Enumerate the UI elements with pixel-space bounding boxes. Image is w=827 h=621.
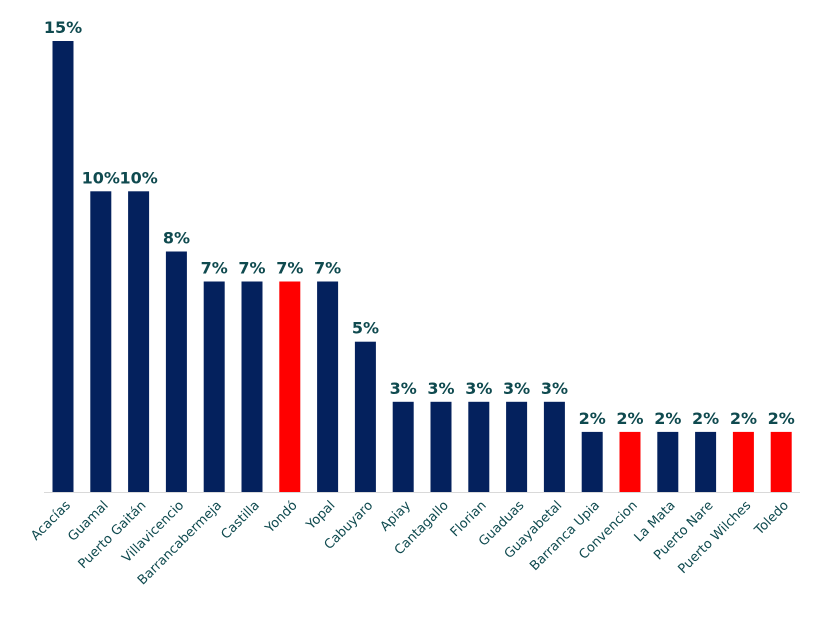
bar-value-label: 3% [427, 379, 454, 398]
bar-value-label: 7% [201, 259, 228, 278]
bar [203, 281, 225, 492]
bar [279, 281, 301, 492]
bar-value-label: 7% [276, 259, 303, 278]
bar [619, 431, 641, 492]
bar-value-label: 2% [616, 409, 643, 428]
bar [317, 281, 339, 492]
bar-value-label: 2% [730, 409, 757, 428]
x-tick-label: Apiay [378, 498, 415, 535]
bar-value-label: 2% [768, 409, 795, 428]
bar [695, 431, 717, 492]
bar [430, 401, 452, 492]
bar [392, 401, 414, 492]
bar-value-label: 10% [119, 168, 157, 187]
bar [543, 401, 565, 492]
bar [52, 41, 74, 492]
bar [90, 191, 112, 493]
bars-group [52, 41, 792, 493]
bar-value-label: 10% [82, 168, 120, 187]
value-labels-group: 15% 10% 10% 8% 7% 7% 7% 7% 5% 3% 3% 3% 3% 3% 2% 2% 2% 2% 2… [44, 18, 795, 428]
bar-value-label: 7% [238, 259, 265, 278]
bar-value-label: 2% [579, 409, 606, 428]
bar [165, 251, 187, 492]
bar-value-label: 8% [163, 229, 190, 248]
bar-value-label: 2% [692, 409, 719, 428]
bar [128, 191, 150, 493]
bar-value-label: 3% [390, 379, 417, 398]
bar [770, 431, 792, 492]
bar-value-label: 3% [465, 379, 492, 398]
bar [657, 431, 679, 492]
bar [581, 431, 603, 492]
bar-value-label: 3% [541, 379, 568, 398]
x-tick-label: Yopal [303, 498, 338, 533]
bar-value-label: 7% [314, 259, 341, 278]
x-tick-label: Yondó [262, 498, 301, 537]
bar-value-label: 3% [503, 379, 530, 398]
bar-value-label: 15% [44, 18, 82, 37]
bar [732, 431, 754, 492]
bar [241, 281, 263, 492]
x-tick-label: Toledo [751, 498, 792, 539]
bar [354, 341, 376, 492]
x-tick-label: Castilla [218, 498, 262, 542]
bar [468, 401, 490, 492]
bar-value-label: 2% [654, 409, 681, 428]
bar [506, 401, 528, 492]
bar-value-label: 5% [352, 319, 379, 338]
